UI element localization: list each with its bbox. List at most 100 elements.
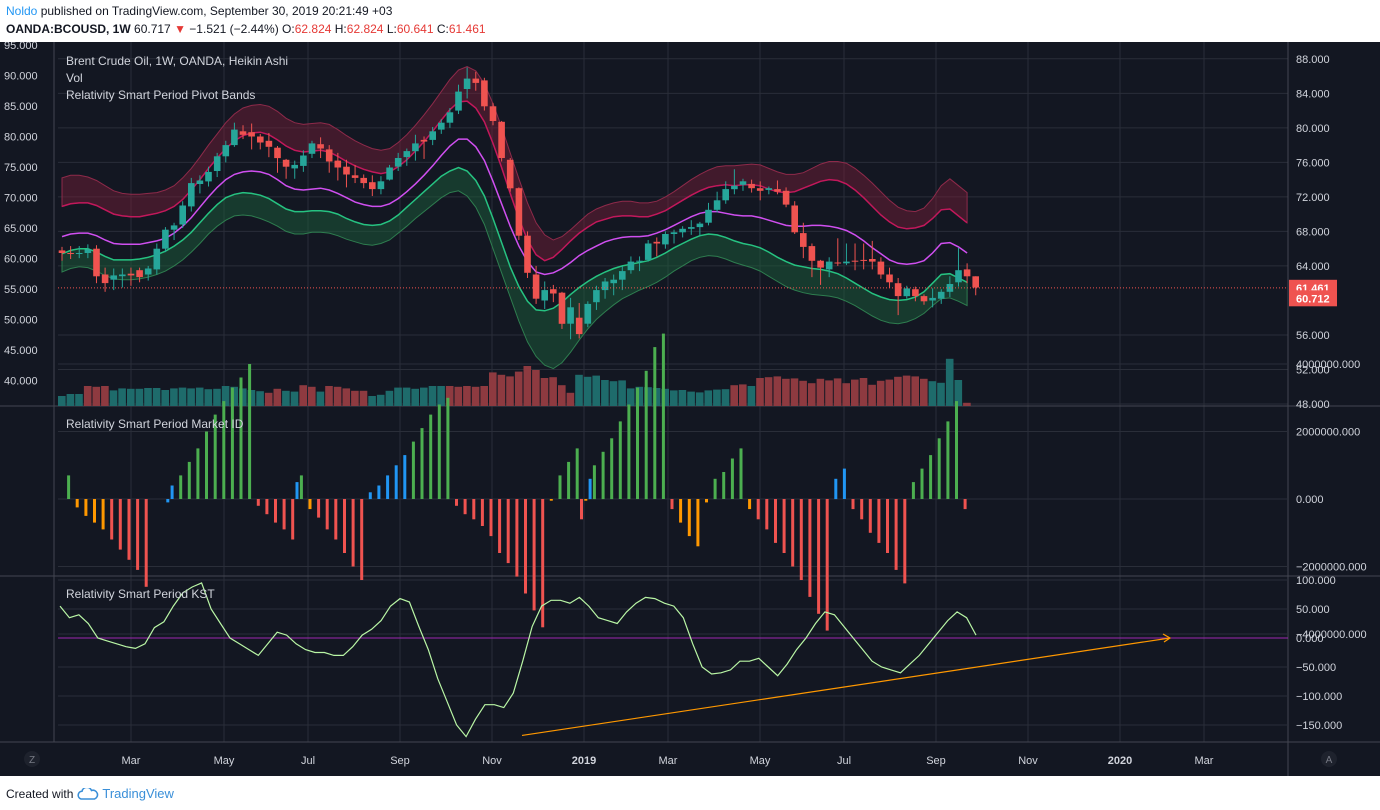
market-id-bar (817, 499, 821, 614)
volume-bar (514, 371, 523, 406)
left-axis-tick-label: 90.000 (4, 71, 38, 83)
candle-body (860, 259, 867, 261)
candle-body (343, 166, 350, 175)
kst-tick-label: −50.000 (1296, 662, 1336, 674)
candle-body (300, 155, 307, 166)
candle-body (420, 139, 428, 142)
volume-bar (480, 386, 488, 406)
high-label: H: (334, 22, 347, 36)
market-id-bar (377, 485, 381, 499)
auto-scale-button[interactable] (1321, 751, 1337, 767)
candle-body (627, 261, 635, 271)
candle-body (498, 121, 505, 158)
candle-body (688, 227, 695, 229)
candle-body (825, 261, 833, 270)
x-axis-tick-label: Nov (1018, 755, 1038, 767)
market-id-bar (524, 499, 527, 594)
candle-body (93, 248, 100, 277)
volume-bar (471, 386, 480, 406)
market-id-bar (506, 499, 510, 564)
volume-bar (394, 387, 402, 406)
created-with-label: Created with (6, 786, 74, 801)
market-id-bar (463, 499, 467, 515)
volume-bar (385, 390, 394, 406)
market-id-bar (317, 499, 321, 518)
market-id-bar (75, 499, 79, 508)
down-arrow-icon: ▼ (174, 22, 186, 36)
candle-body (394, 158, 402, 167)
price-pane[interactable] (58, 66, 1288, 406)
right-axis-tick-label: 64.000 (1296, 261, 1330, 273)
open-label: O: (282, 22, 295, 36)
volume-bar (376, 394, 385, 406)
candle-body (575, 317, 583, 335)
market-id-bar (334, 499, 338, 540)
kst-pane[interactable] (58, 582, 1288, 738)
candle-body (239, 131, 247, 135)
volume-bar (195, 387, 204, 406)
market-id-tick-label: 2000000.000 (1296, 427, 1360, 439)
author-link[interactable]: Noldo (6, 4, 38, 18)
publication-line: Noldo published on TradingView.com, Sept… (6, 4, 392, 18)
kst-tick-label: 0.000 (1296, 633, 1324, 645)
market-id-tick-label: −2000000.000 (1296, 562, 1367, 574)
volume-bar (420, 387, 428, 406)
volume-bar (739, 384, 747, 406)
candle-body (446, 112, 454, 123)
candle-body (463, 78, 471, 89)
market-id-bar (705, 499, 708, 503)
market-id-tick-label: −4000000.000 (1296, 629, 1367, 641)
chart-background (0, 42, 1380, 776)
candle-body (101, 274, 109, 284)
candle-body (188, 183, 195, 207)
candle-body (782, 190, 790, 205)
market-id-bar (653, 347, 657, 499)
volume-bar (747, 386, 756, 406)
kst-tick-label: −100.000 (1296, 691, 1342, 703)
volume-bar (954, 380, 963, 406)
volume-bar (282, 390, 290, 406)
zoom-button[interactable] (24, 751, 40, 767)
candle-body (524, 235, 531, 273)
market-id-bar (860, 499, 864, 520)
market-id-bar (170, 485, 174, 499)
candle-body (765, 188, 773, 190)
left-axis-tick-label: 65.000 (4, 223, 38, 235)
candle-body (601, 281, 609, 291)
low-value: 60.641 (396, 22, 434, 36)
candle-body (963, 269, 971, 277)
volume-bar (66, 394, 75, 406)
chart-canvas[interactable]: Mar May Jul Sep Nov 2019 Mar May Jul Sep Nov 2020 Ma… (0, 42, 1380, 776)
market-id-bar (127, 499, 131, 560)
candle-body (541, 290, 548, 301)
volume-bar (58, 396, 66, 406)
candle-body (153, 248, 161, 270)
candle-body (84, 249, 92, 253)
volume-bar (644, 387, 652, 406)
tradingview-logo[interactable]: TradingView (77, 786, 174, 801)
cloud-icon (77, 787, 99, 800)
candle-body (653, 241, 661, 244)
volume-bar (859, 378, 868, 406)
volume-bar (626, 388, 635, 406)
market-id-bar (489, 499, 493, 537)
candle-body (800, 233, 807, 247)
candle-body (705, 209, 712, 223)
candle-body (877, 261, 885, 275)
candle-body (851, 260, 859, 262)
candle-body (110, 275, 117, 280)
volume-bar (807, 383, 816, 406)
market-id-bar (713, 478, 717, 500)
x-axis-tick-label: Mar (659, 755, 678, 767)
candle-body (222, 145, 230, 157)
symbol-label: OANDA:BCOUSD, 1W (6, 22, 131, 36)
market-id-bar (911, 482, 915, 499)
volume-bar (790, 378, 799, 406)
market-id-pane[interactable] (67, 333, 967, 631)
candle-body (351, 175, 359, 178)
market-id-bar (929, 455, 933, 499)
candle-body (455, 91, 462, 111)
volume-bar (101, 386, 109, 406)
candle-body (584, 303, 592, 324)
candle-body (317, 144, 324, 149)
